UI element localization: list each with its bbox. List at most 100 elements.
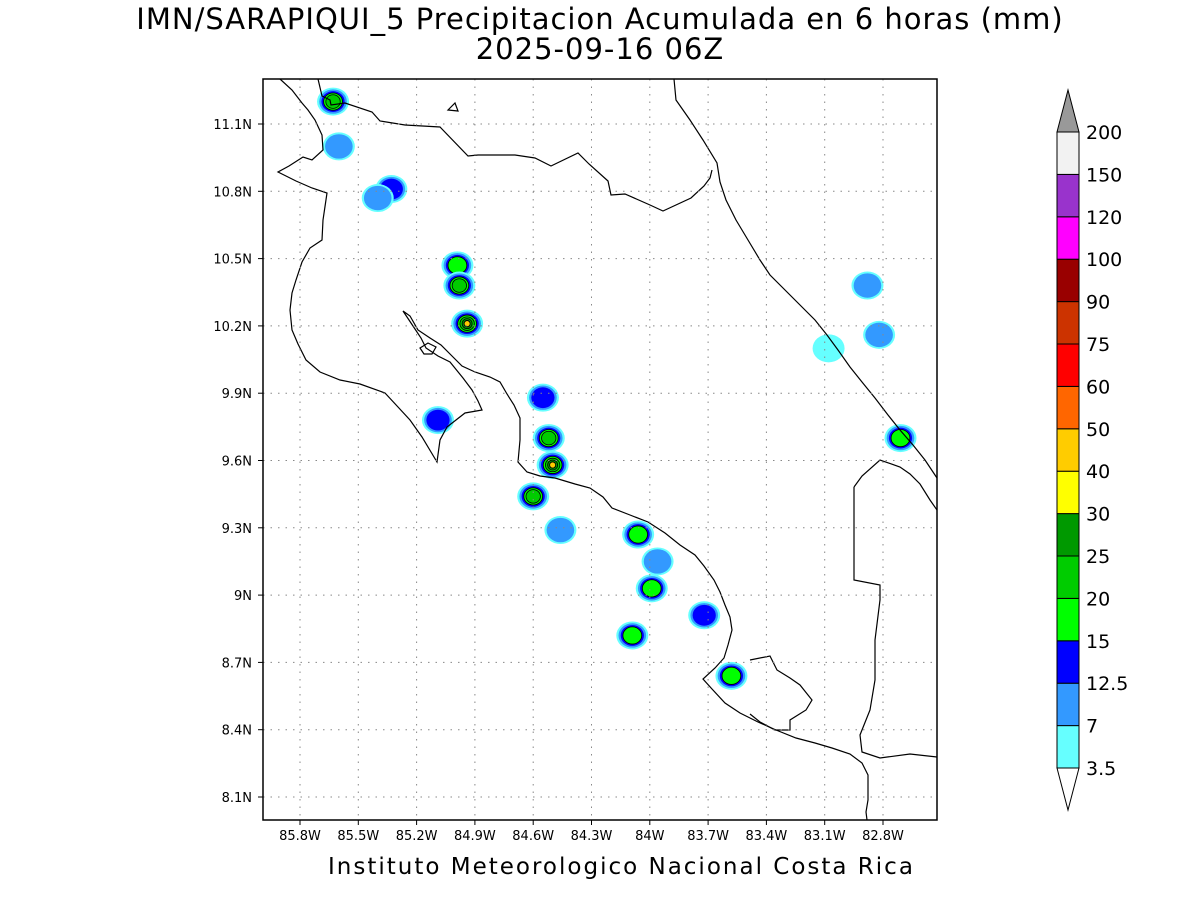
precip-cell — [544, 516, 577, 545]
lat-tick-label: 9N — [234, 589, 252, 604]
precip-cell — [532, 424, 565, 453]
lat-tick-label: 11.1N — [213, 118, 252, 133]
precip-contour-7 — [643, 549, 672, 574]
precip-contour-15 — [628, 525, 648, 544]
colorbar-label: 30 — [1086, 504, 1110, 526]
colorbar-legend: 3.5 7 12.5 15 20 25 30 40 50 60 75 90 100 120 150 200 — [1056, 88, 1128, 812]
lon-tick-label: 85.2W — [396, 829, 438, 844]
precip-cell — [851, 271, 884, 300]
precip-contour-12.5 — [692, 604, 716, 626]
precip-contour-7 — [853, 273, 882, 298]
precip-cell — [361, 184, 394, 213]
colorbar-label: 200 — [1086, 122, 1122, 144]
precip-contour-20 — [451, 278, 467, 293]
precip-contour-12.5 — [531, 387, 555, 409]
longitude-axis: 85.8W 85.5W 85.2W 84.9W 84.6W 84.3W 84W 83.7W 83… — [279, 820, 904, 844]
precip-contour-7 — [325, 134, 353, 159]
colorbar-swatch-25 — [1056, 513, 1080, 557]
colorbar-label: 100 — [1086, 249, 1122, 271]
colorbar-swatch-3.5 — [1056, 725, 1080, 769]
panama-border-south — [853, 487, 937, 759]
lat-tick-label: 10.8N — [213, 185, 252, 200]
coastlines — [276, 79, 937, 820]
precip-cell — [441, 251, 474, 280]
colorbar-label: 150 — [1086, 164, 1122, 186]
precip-cell — [526, 383, 559, 412]
precip-cell — [635, 574, 668, 603]
precip-contour-15 — [447, 256, 468, 275]
osa-peninsula — [749, 655, 813, 731]
colorbar-label: 90 — [1086, 292, 1110, 314]
precip-contour-3.5 — [812, 334, 845, 363]
lake-island — [446, 101, 459, 112]
colorbar-swatch-120 — [1056, 173, 1080, 218]
lat-tick-label: 8.4N — [222, 724, 252, 739]
precip-contour-40 — [463, 320, 471, 328]
colorbar-label: 120 — [1086, 207, 1122, 229]
colorbar-swatch-150 — [1056, 131, 1080, 175]
precip-contour-15 — [721, 666, 742, 685]
colorbar-label: 15 — [1086, 631, 1110, 653]
colorbar-swatch-12.5 — [1056, 640, 1080, 684]
colorbar-swatch-75 — [1056, 301, 1080, 345]
lon-tick-label: 84.3W — [571, 829, 613, 844]
lat-tick-label: 8.7N — [222, 656, 252, 671]
precip-cell — [317, 87, 350, 116]
lon-tick-label: 84.9W — [454, 829, 496, 844]
lat-tick-label: 10.2N — [213, 320, 252, 335]
lon-tick-label: 84W — [635, 829, 665, 844]
colorbar-swatch-100 — [1056, 216, 1080, 260]
precip-contour-12.5 — [426, 409, 450, 431]
colorbar-label: 20 — [1086, 588, 1110, 610]
colorbar-label: 7 — [1086, 716, 1098, 738]
precip-contour-20 — [525, 489, 541, 504]
lat-tick-label: 9.9N — [222, 387, 252, 402]
panama-border — [853, 459, 937, 511]
precip-contour-15 — [622, 626, 643, 645]
precip-cell — [536, 450, 569, 479]
colorbar-arrow-top — [1056, 88, 1080, 133]
colorbar-swatch-60 — [1056, 343, 1080, 387]
caribbean-coast — [673, 79, 937, 479]
colorbar-swatch-20 — [1056, 555, 1080, 599]
lat-tick-label: 9.6N — [222, 455, 252, 470]
colorbar-swatch-40 — [1056, 428, 1080, 472]
precip-contour-20 — [325, 94, 341, 109]
lon-tick-label: 83.7W — [687, 829, 729, 844]
colorbar-label: 40 — [1086, 461, 1110, 483]
precip-contour-15 — [890, 429, 911, 448]
precip-contour-15 — [641, 579, 662, 598]
colorbar-swatch-7 — [1056, 682, 1080, 727]
map-datetime: 2025-09-16 06Z — [475, 32, 725, 66]
lon-tick-label: 84.6W — [512, 829, 554, 844]
precip-cell — [421, 406, 454, 435]
precip-contour-7 — [546, 517, 575, 543]
map-title: IMN/SARAPIQUI_5 Precipitacion Acumulada … — [136, 2, 1064, 36]
precip-contour-20 — [541, 430, 557, 446]
colorbar-label: 25 — [1086, 546, 1110, 568]
lon-tick-label: 85.8W — [279, 829, 321, 844]
nicoya-island — [419, 342, 437, 355]
precip-cell — [517, 482, 550, 511]
precip-cell — [616, 621, 649, 650]
nicaragua-costa-rica-border — [317, 79, 713, 212]
precip-cell — [322, 132, 355, 161]
precipitation-fields — [317, 87, 917, 690]
colorbar-label: 60 — [1086, 376, 1110, 398]
colorbar-label: 12.5 — [1086, 673, 1128, 695]
lon-tick-label: 82.8W — [862, 829, 904, 844]
colorbar-swatch-50 — [1056, 385, 1080, 430]
precip-contour-7 — [363, 185, 392, 211]
lat-tick-label: 10.5N — [213, 253, 252, 268]
lon-tick-label: 85.5W — [337, 829, 379, 844]
precip-cell — [812, 334, 845, 363]
precip-cell — [443, 271, 476, 300]
colorbar-label: 3.5 — [1086, 758, 1116, 780]
lon-tick-label: 83.1W — [804, 829, 846, 844]
colorbar-swatch-15 — [1056, 597, 1080, 642]
colorbar-swatch-30 — [1056, 470, 1080, 515]
grid-lines — [263, 79, 937, 820]
precip-cell — [884, 424, 917, 453]
plot-frame — [262, 78, 938, 821]
